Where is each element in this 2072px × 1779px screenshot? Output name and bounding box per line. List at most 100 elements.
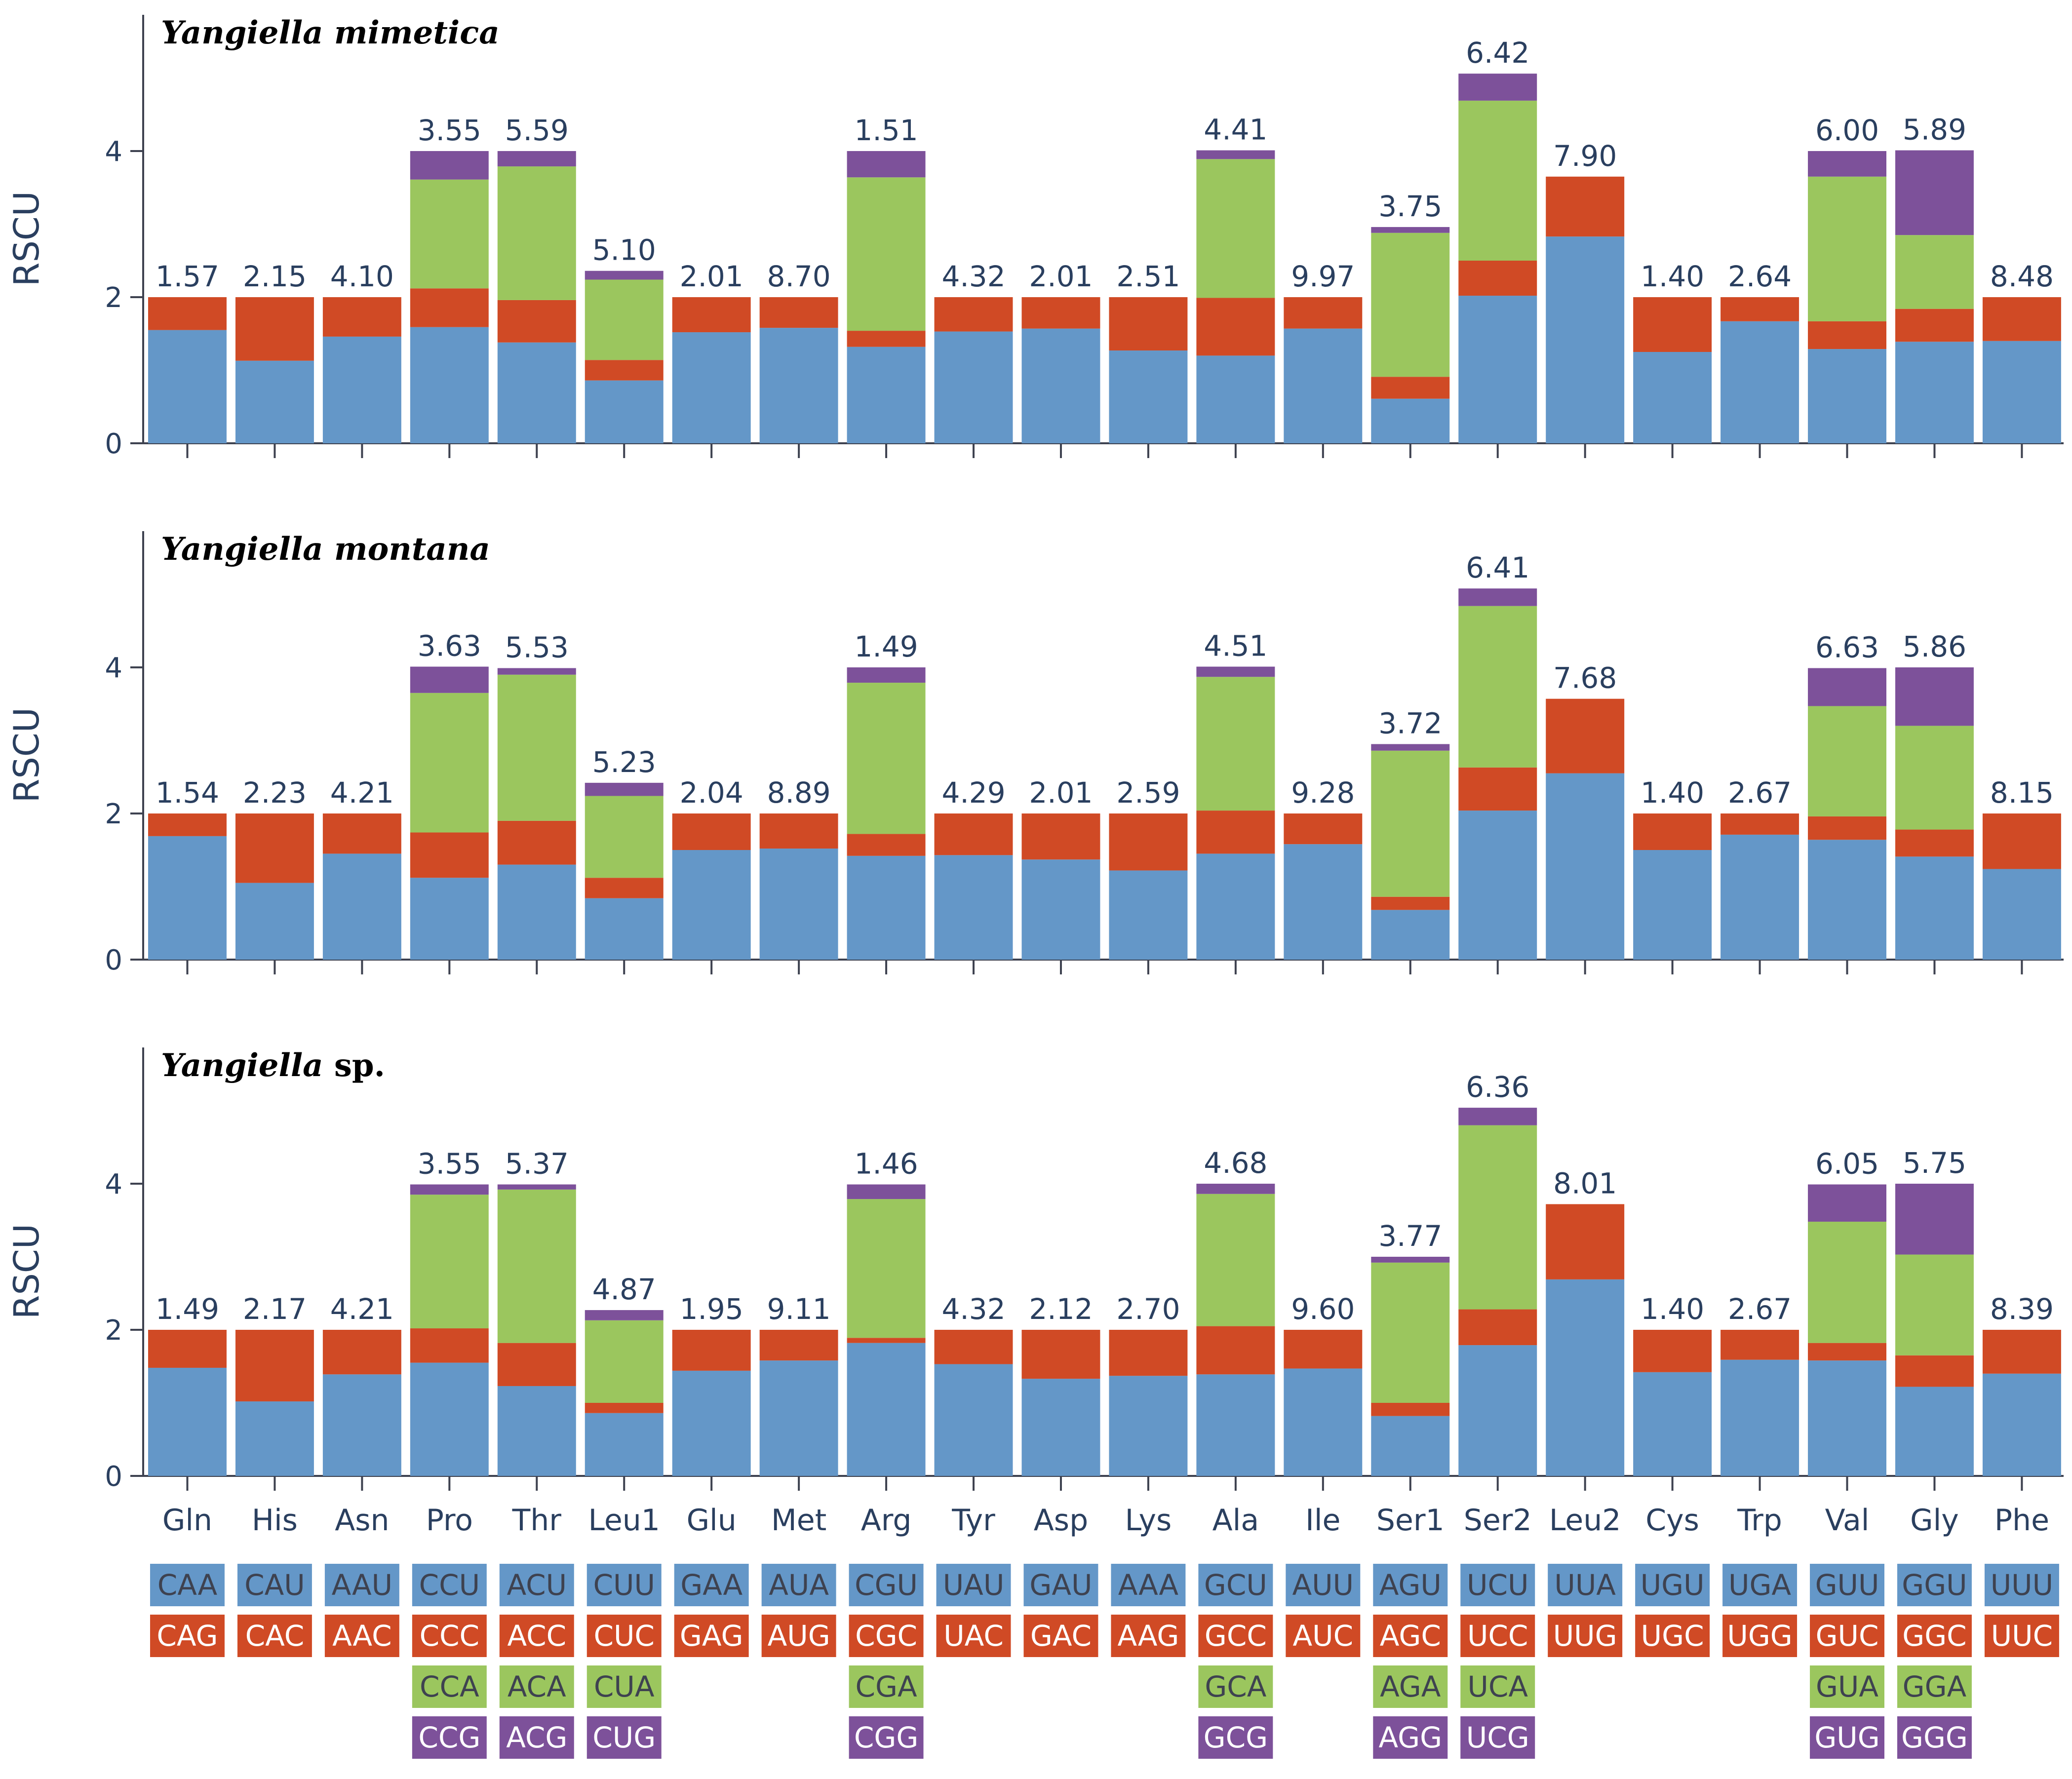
- bar-ser2-seg2: [1458, 767, 1537, 811]
- bar-leu2-seg2: [1546, 176, 1625, 237]
- codon-box: AAC: [324, 1615, 399, 1657]
- codon-box-bg: [1460, 1615, 1535, 1657]
- x-tick-label: Asn: [335, 1503, 389, 1538]
- codon-box: CAG: [150, 1615, 225, 1657]
- bar-arg-seg3: [847, 683, 926, 834]
- bar-thr-seg1: [497, 864, 576, 960]
- x-tick-label: Gly: [1910, 1503, 1959, 1538]
- codon-label: AUU: [1292, 1568, 1354, 1602]
- codon-box: UUC: [1984, 1615, 2059, 1657]
- codon-box: GGU: [1897, 1564, 1972, 1606]
- bar-ser1-seg3: [1371, 1262, 1450, 1403]
- panel-2: 0 2 4 RSCU Yangiella montana 1.54 2.23 4.21 3.63…: [6, 531, 2064, 976]
- bar-arg-seg2: [847, 1338, 926, 1343]
- codon-box: AUG: [761, 1615, 836, 1657]
- codon-box-bg: [1984, 1564, 2059, 1606]
- codon-box-bg: [1198, 1665, 1273, 1708]
- bar-thr-seg2: [497, 300, 576, 343]
- bar-phe-seg1: [1982, 1373, 2061, 1476]
- codon-box-bg: [499, 1564, 574, 1606]
- bar-ser2-seg3: [1458, 100, 1537, 261]
- bar-glu-seg2: [672, 1330, 751, 1371]
- bar-pro-seg1: [410, 1362, 489, 1476]
- codon-label: CUC: [593, 1619, 654, 1653]
- codon-box-bg: [412, 1615, 487, 1657]
- codon-box: UAC: [936, 1615, 1011, 1657]
- bar-pro-seg2: [410, 288, 489, 327]
- codon-box-bg: [586, 1665, 662, 1708]
- codon-box: UUA: [1548, 1564, 1623, 1606]
- data-label: 8.01: [1553, 1166, 1617, 1200]
- codon-box: CCG: [412, 1716, 487, 1759]
- bar-trp-seg1: [1720, 1359, 1799, 1476]
- x-tick-label: Pro: [426, 1503, 473, 1538]
- codon-label: UCC: [1467, 1619, 1528, 1653]
- bar-asn-seg1: [322, 853, 401, 960]
- y-tick-label: 4: [105, 1168, 122, 1200]
- codon-label: CGC: [855, 1619, 917, 1653]
- bar-ser2-seg2: [1458, 261, 1537, 296]
- codon-box: UGU: [1635, 1564, 1710, 1606]
- codon-label: UGC: [1641, 1619, 1704, 1653]
- codon-box-bg: [150, 1564, 225, 1606]
- bar-pro-seg4: [410, 666, 489, 693]
- bar-met-seg1: [759, 849, 838, 960]
- data-label: 1.51: [855, 114, 918, 147]
- panel-title-species: Yangiella montana: [161, 531, 490, 568]
- codon-box-bg: [1897, 1564, 1972, 1606]
- bar-tyr-seg2: [934, 1330, 1013, 1364]
- data-label: 6.00: [1815, 114, 1879, 147]
- bar-arg-seg2: [847, 834, 926, 856]
- bar-pro-seg3: [410, 1195, 489, 1329]
- data-label: 5.89: [1903, 113, 1966, 147]
- bar-pro-seg4: [410, 151, 489, 180]
- codon-box: CCC: [412, 1615, 487, 1657]
- data-label: 5.59: [505, 114, 569, 147]
- bar-glu-seg1: [672, 1370, 751, 1476]
- bar-arg-seg1: [847, 347, 926, 443]
- bar-leu2-seg1: [1546, 236, 1625, 443]
- codon-box: CGC: [849, 1615, 924, 1657]
- bar-leu1-seg1: [585, 898, 664, 960]
- bar-gly-seg3: [1895, 235, 1974, 309]
- codon-box: CCA: [412, 1665, 487, 1708]
- codon-label: CAU: [244, 1568, 305, 1602]
- bar-ser1-seg1: [1371, 1416, 1450, 1476]
- data-label: 1.95: [680, 1292, 743, 1326]
- bar-met-seg2: [759, 1330, 838, 1361]
- bar-ser2-seg4: [1458, 1108, 1537, 1125]
- y-axis-label: RSCU: [6, 707, 47, 803]
- panel-title-species: Yangiella mimetica: [161, 14, 500, 51]
- bar-ala-seg3: [1196, 677, 1275, 811]
- x-tick-label: Tyr: [951, 1503, 995, 1538]
- bar-thr-seg3: [497, 166, 576, 300]
- bar-leu1-seg3: [585, 279, 664, 360]
- codon-box-bg: [674, 1564, 749, 1606]
- data-label: 6.05: [1815, 1147, 1879, 1180]
- bar-ser1-seg3: [1371, 232, 1450, 377]
- codon-label: AUG: [768, 1619, 830, 1653]
- bar-ile-seg2: [1284, 813, 1363, 845]
- bar-leu1-seg3: [585, 1320, 664, 1403]
- bar-gly-seg2: [1895, 309, 1974, 342]
- bar-gly-seg1: [1895, 342, 1974, 443]
- panel-title-suffix: sp.: [323, 1047, 385, 1084]
- codon-label: AGA: [1380, 1670, 1441, 1703]
- data-label: 4.32: [941, 1292, 1005, 1326]
- codon-box-bg: [586, 1615, 662, 1657]
- codon-label: ACC: [507, 1619, 566, 1653]
- codon-box: CAU: [237, 1564, 312, 1606]
- bar-tyr-seg2: [934, 813, 1013, 855]
- codon-label: GAU: [1029, 1568, 1092, 1602]
- bar-gln-seg1: [148, 836, 227, 960]
- codon-box-bg: [586, 1564, 662, 1606]
- codon-box-bg: [849, 1716, 924, 1759]
- data-label: 3.72: [1378, 706, 1442, 740]
- x-tick-label: Val: [1825, 1503, 1870, 1538]
- bar-trp-seg2: [1720, 1330, 1799, 1360]
- codon-label: GUA: [1816, 1670, 1878, 1703]
- bar-tyr-seg1: [934, 331, 1013, 443]
- codon-box-bg: [1897, 1615, 1972, 1657]
- bar-gln-seg2: [148, 813, 227, 836]
